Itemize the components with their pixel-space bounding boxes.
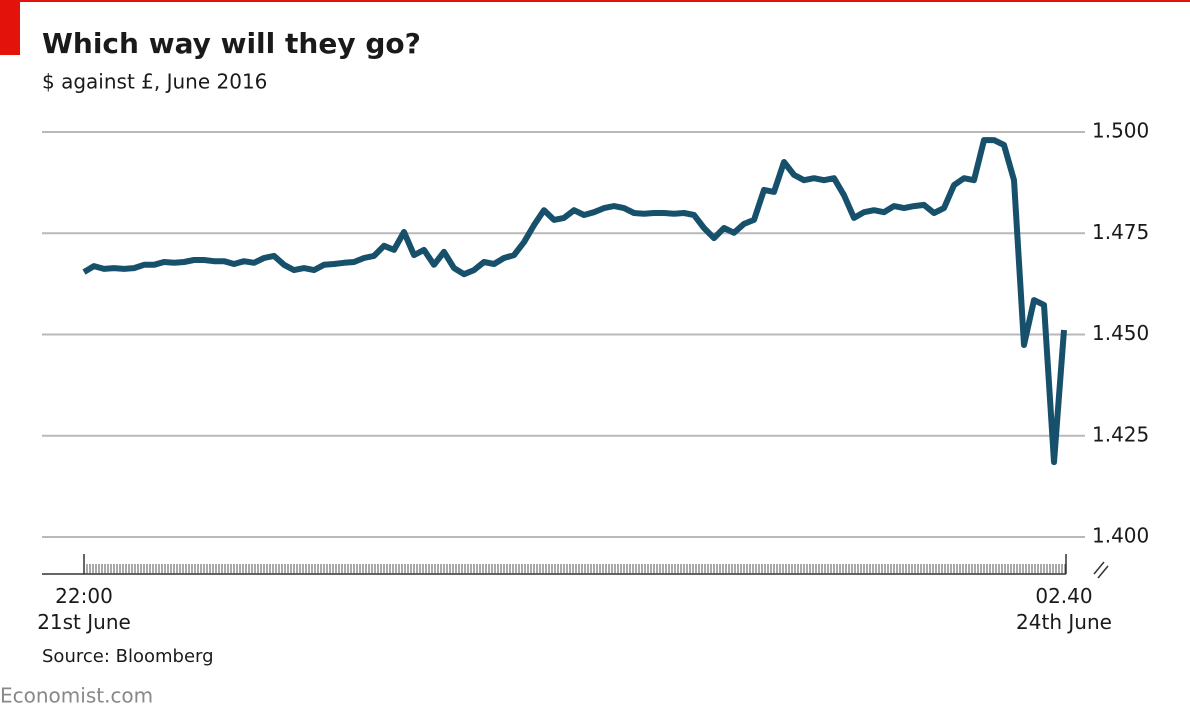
- red-tag: [0, 0, 20, 55]
- x-axis: 22:00 21st June 02.40 24th June: [37, 554, 1112, 634]
- grid: 1.400 1.425 1.450 1.475 1.500: [42, 119, 1149, 548]
- top-rule: [0, 0, 1190, 2]
- chart-title: Which way will they go?: [42, 27, 421, 60]
- y-tick-label: 1.425: [1092, 422, 1149, 446]
- y-tick-label: 1.500: [1092, 119, 1149, 143]
- y-tick-label: 1.400: [1092, 524, 1149, 548]
- x-tick-label: 02.40 24th June: [1016, 584, 1112, 634]
- y-tick-label: 1.475: [1092, 220, 1149, 244]
- source: Source: Bloomberg: [42, 646, 214, 667]
- plot: [82, 137, 1067, 466]
- axis-break: [1093, 561, 1105, 575]
- footer: Economist.com: [0, 684, 153, 708]
- price-line: [82, 137, 1067, 466]
- axis-break: [1097, 565, 1109, 579]
- y-tick-label: 1.450: [1092, 321, 1149, 345]
- chart-subtitle: $ against £, June 2016: [42, 70, 267, 94]
- x-tick-label: 22:00 21st June: [37, 584, 131, 634]
